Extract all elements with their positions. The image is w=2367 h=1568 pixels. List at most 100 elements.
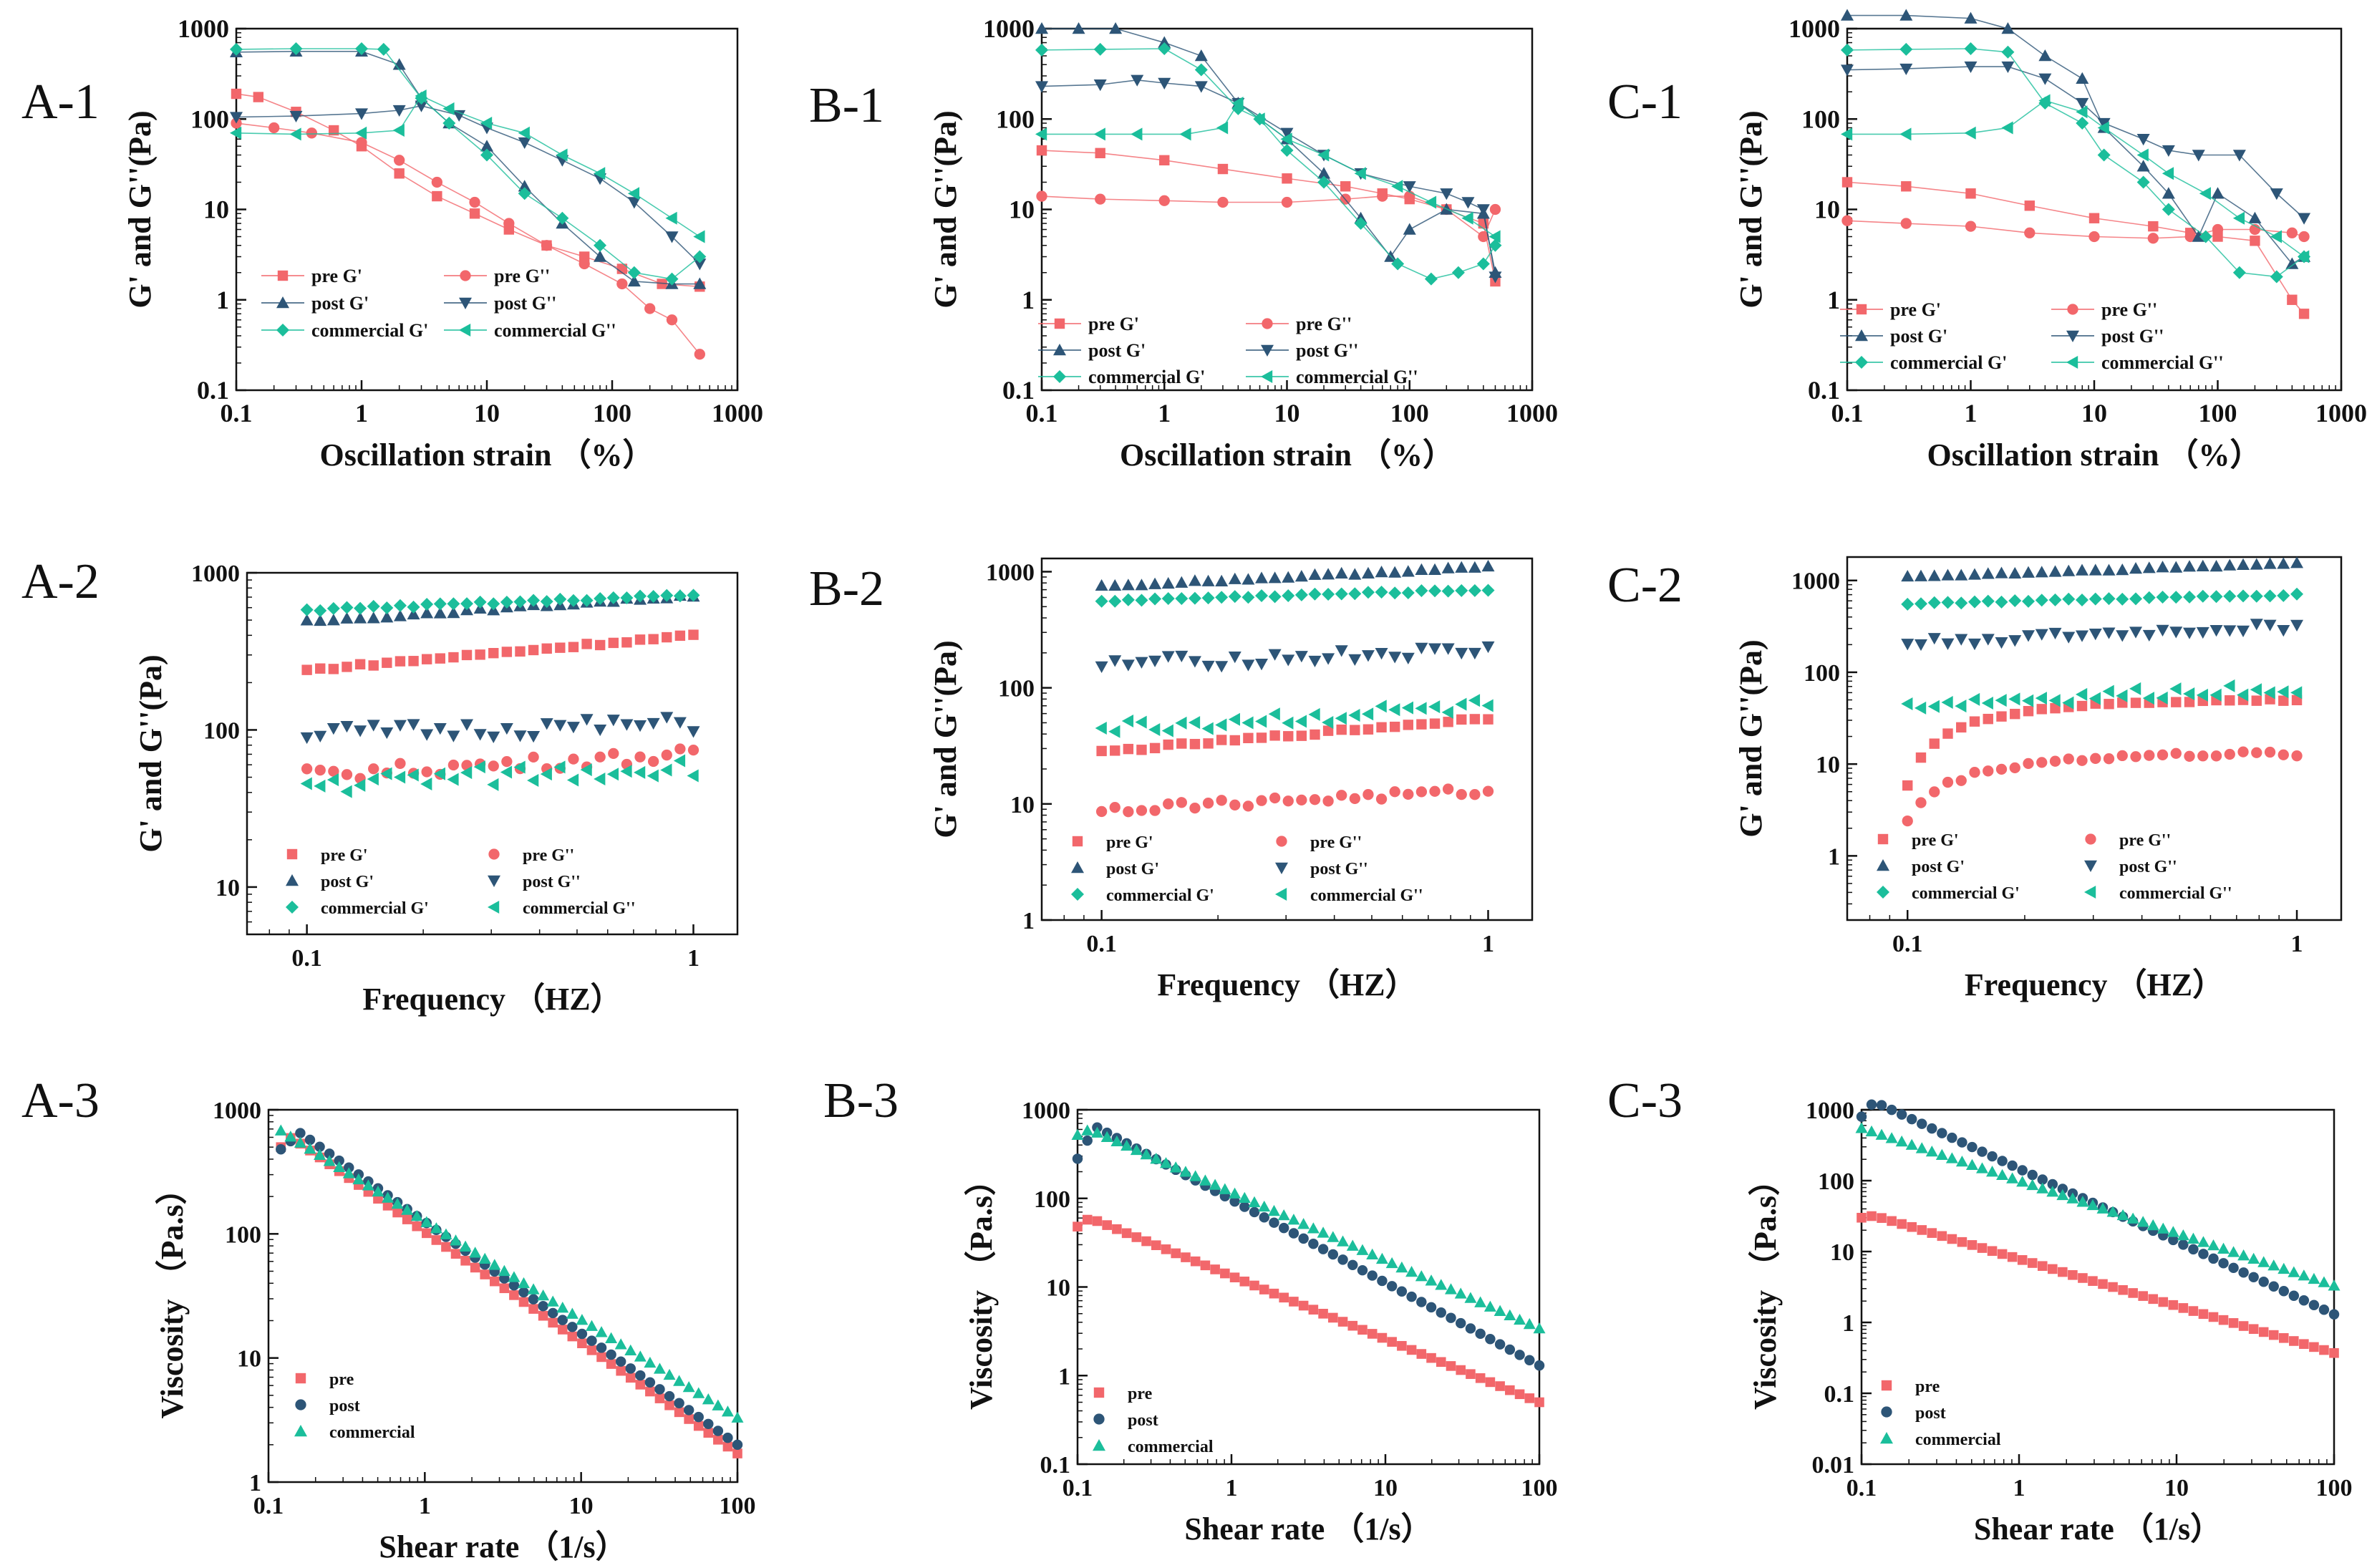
- series-commercial-diamond: [1095, 584, 1495, 608]
- data-point: [2263, 619, 2277, 631]
- data-point: [1478, 231, 1489, 243]
- data-point: [480, 1269, 490, 1279]
- data-point: [1294, 570, 1308, 582]
- data-point: [2196, 626, 2209, 639]
- data-point: [1451, 266, 1465, 279]
- data-point: [2138, 1291, 2148, 1301]
- legend-marker: [286, 874, 299, 886]
- data-point: [1241, 716, 1254, 730]
- data-point: [1216, 735, 1227, 745]
- series-pre-square: [301, 629, 699, 675]
- legend-marker: [1071, 888, 1084, 901]
- data-point: [1403, 223, 1416, 235]
- data-point: [1289, 1297, 1299, 1307]
- panel-c-2: C-2 1 10 100 1000 0.1 1 Frequency （HZ） G' and G'…: [1607, 556, 2343, 1002]
- data-point: [1135, 657, 1148, 669]
- legend-marker: [1275, 862, 1288, 874]
- data-point: [1454, 1287, 1467, 1299]
- data-point: [1171, 1248, 1181, 1259]
- data-point: [2024, 227, 2036, 238]
- data-point: [576, 1328, 588, 1340]
- legend-marker: [276, 296, 289, 309]
- data-point: [420, 597, 434, 611]
- data-point: [1215, 718, 1227, 732]
- data-point: [1267, 1204, 1280, 1216]
- data-point: [1967, 638, 1981, 651]
- data-point: [1514, 1350, 1525, 1360]
- data-point: [276, 1144, 286, 1155]
- data-point: [1995, 694, 2007, 707]
- legend: pre G' pre G'' post G' post G'' commercial G…: [286, 846, 636, 918]
- data-point: [1375, 793, 1388, 805]
- data-point: [1996, 1168, 2009, 1181]
- data-point: [687, 744, 700, 756]
- data-point: [1428, 643, 1442, 655]
- data-point: [295, 1128, 306, 1138]
- data-point: [538, 1301, 548, 1312]
- data-point: [1405, 1265, 1418, 1277]
- data-point: [450, 1234, 463, 1246]
- y-tick-label: 1: [1058, 1363, 1070, 1390]
- data-point: [301, 763, 313, 775]
- data-point: [1082, 1135, 1093, 1146]
- data-point: [2063, 753, 2074, 765]
- x-tick-label: 100: [1521, 1475, 1558, 1501]
- data-point: [1248, 1196, 1261, 1208]
- data-point: [673, 1375, 686, 1386]
- data-point: [415, 89, 427, 103]
- data-point: [2298, 309, 2310, 319]
- data-point: [596, 1342, 607, 1353]
- data-point: [1335, 712, 1347, 725]
- data-point: [394, 155, 405, 166]
- legend-marker: [276, 324, 289, 337]
- data-point: [2248, 211, 2262, 223]
- data-point: [460, 597, 474, 611]
- legend-label: post: [1915, 1404, 1946, 1423]
- y-tick-label: 10: [237, 1346, 261, 1373]
- data-point: [1199, 1174, 1211, 1186]
- data-point: [2001, 22, 2015, 34]
- data-point: [1136, 805, 1148, 816]
- data-point: [1947, 1132, 1957, 1143]
- data-point: [2017, 1255, 2028, 1265]
- data-point: [340, 611, 354, 624]
- data-point: [1176, 738, 1187, 749]
- legend-marker: [2067, 304, 2078, 315]
- data-point: [661, 749, 672, 761]
- y-axis-label: G' and G''(Pa): [122, 110, 158, 308]
- data-point: [380, 727, 394, 740]
- panel-a-2: A-2 10 100 1000 0.1 1 Frequency （HZ） G' and G''…: [21, 554, 739, 1017]
- data-point: [1287, 1214, 1300, 1225]
- data-point: [340, 601, 354, 614]
- data-point: [377, 42, 390, 56]
- legend-label: pre: [1128, 1385, 1153, 1403]
- data-point: [394, 168, 405, 179]
- series-commercial-diamond: [300, 589, 700, 617]
- data-point: [2232, 150, 2246, 162]
- data-point: [1367, 1329, 1378, 1339]
- x-tick-label: 10: [474, 399, 500, 427]
- panel-label: B-1: [809, 78, 884, 133]
- series-pre-square: [1857, 1211, 2339, 1358]
- data-point: [2308, 1300, 2320, 1310]
- data-point: [547, 1307, 558, 1319]
- data-point: [1406, 1291, 1417, 1302]
- legend-marker: [1881, 1380, 1892, 1391]
- data-point: [394, 758, 406, 769]
- legend-marker: [1275, 888, 1287, 901]
- data-point: [1269, 792, 1281, 804]
- data-point: [2148, 1294, 2159, 1305]
- data-point: [527, 594, 541, 607]
- data-point: [713, 1435, 723, 1445]
- data-point: [447, 759, 460, 771]
- data-point: [1215, 591, 1229, 604]
- data-point: [1092, 1216, 1103, 1226]
- data-point: [1282, 654, 1295, 667]
- data-point: [2156, 624, 2169, 637]
- series-line: [1042, 102, 1496, 238]
- data-point: [1964, 42, 1978, 56]
- data-point: [2076, 700, 2088, 712]
- data-point: [1354, 167, 1366, 180]
- legend: pre G' pre G'' post G' post G'' commercial G…: [1877, 831, 2232, 903]
- data-point: [2299, 1339, 2309, 1349]
